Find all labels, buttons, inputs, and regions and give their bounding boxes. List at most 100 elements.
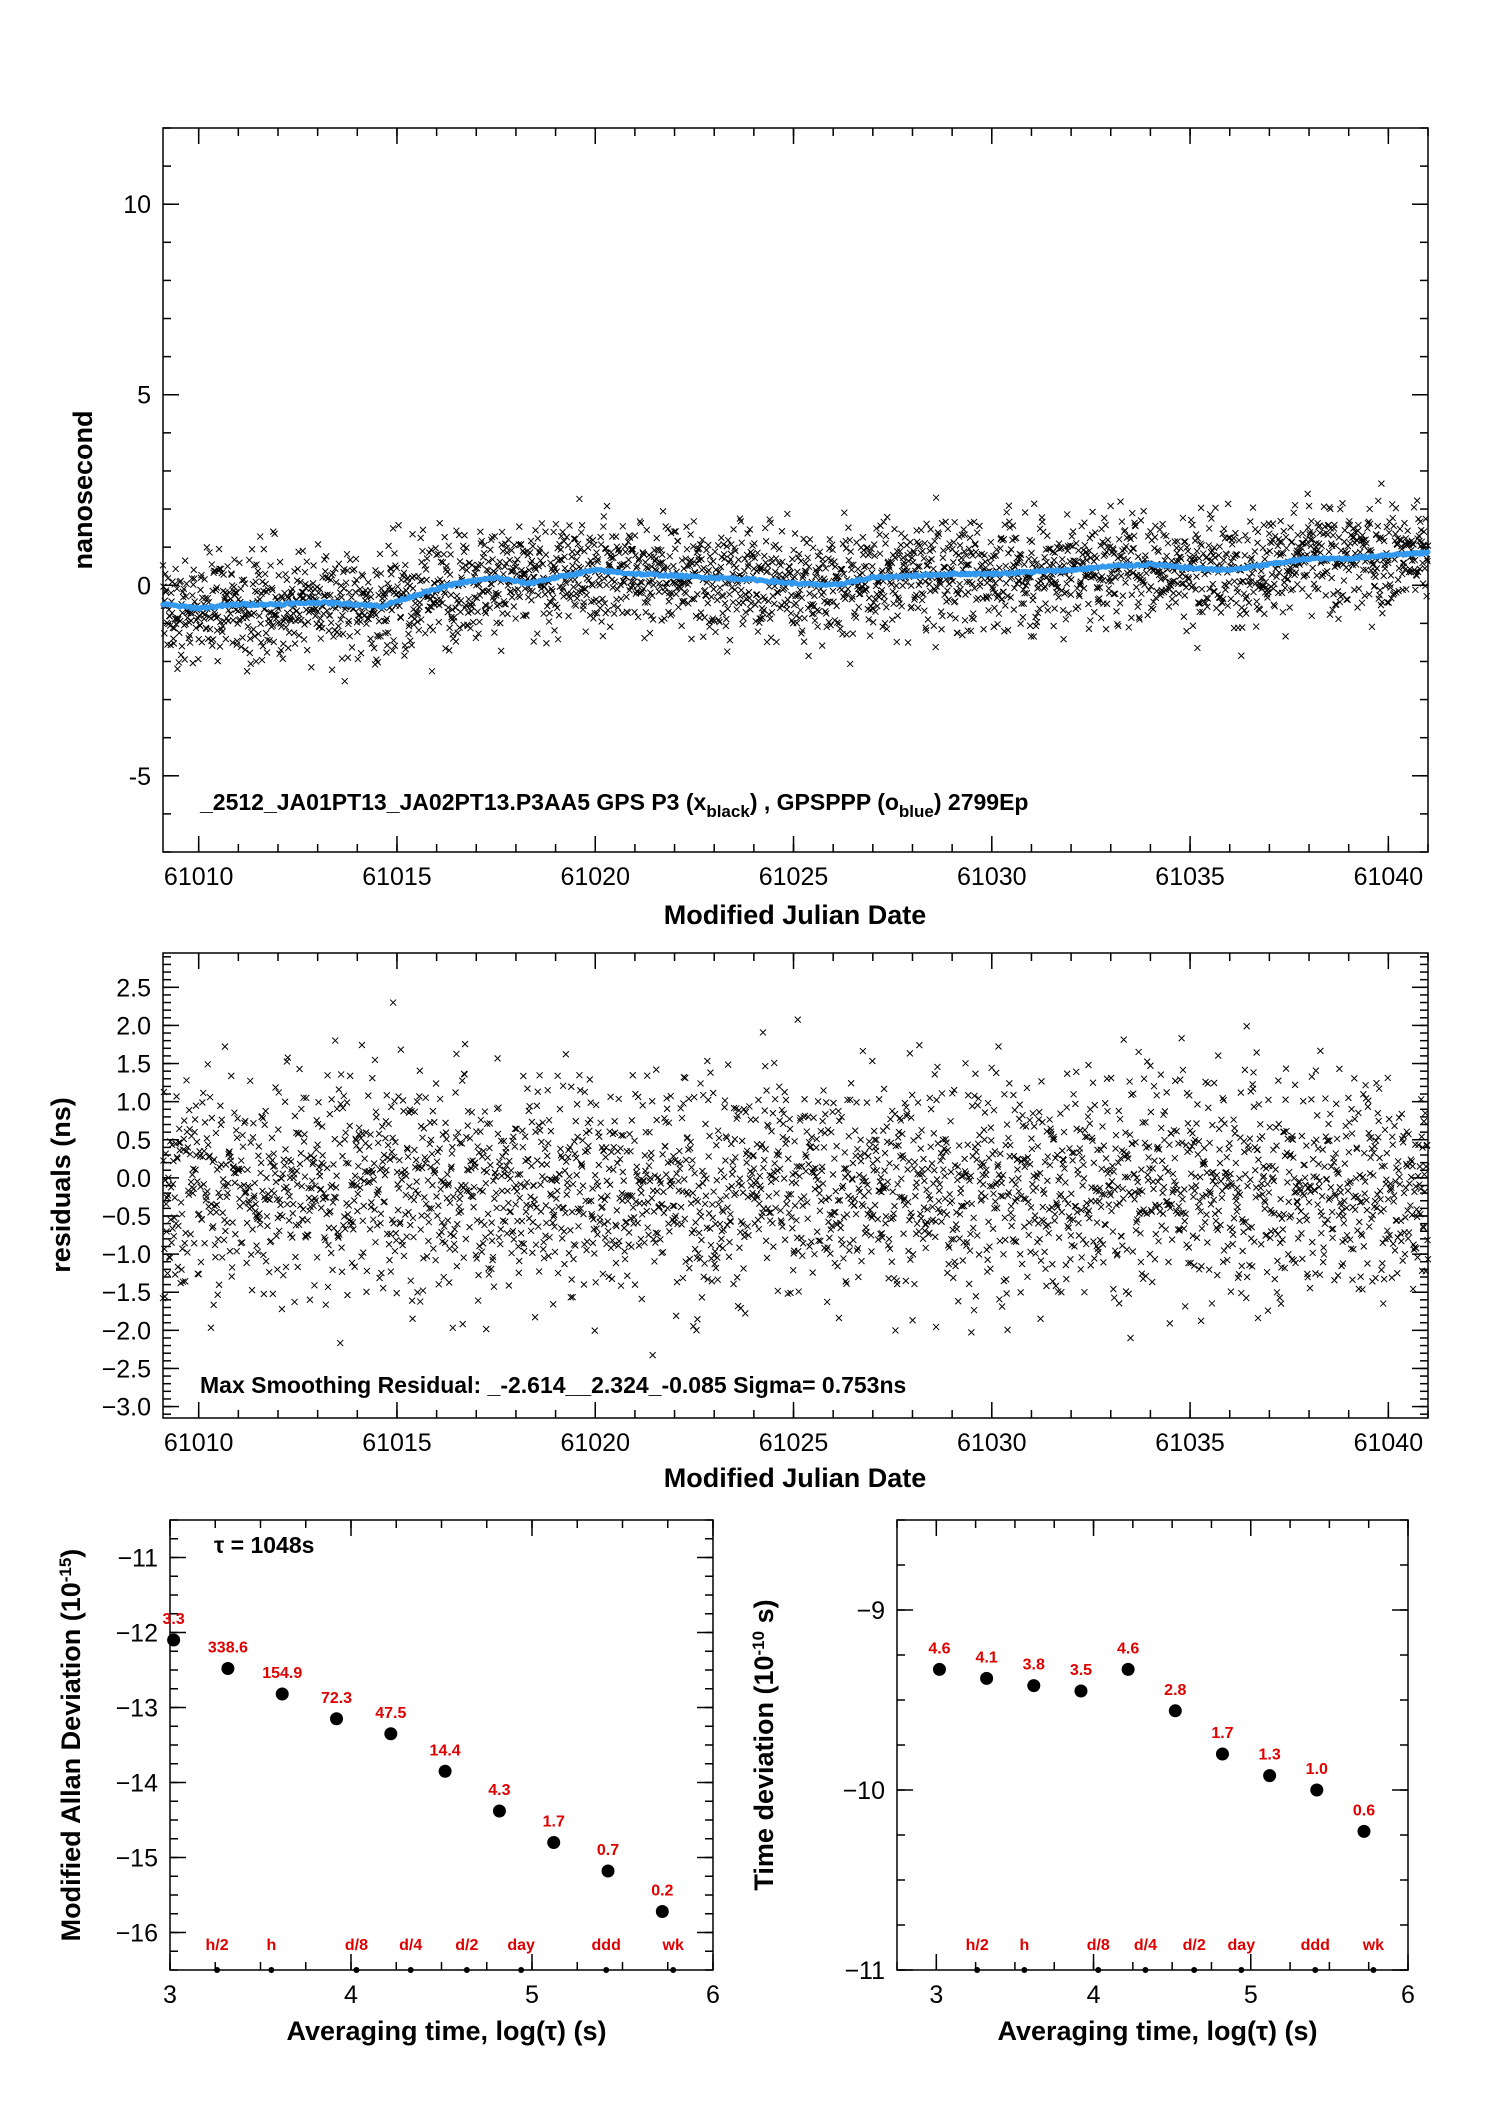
top-black-x-point: [1024, 579, 1031, 586]
top-black-x-point: [275, 571, 283, 579]
middle-residual-x-point: [363, 1267, 371, 1275]
middle-residual-x-point: [491, 1195, 498, 1203]
top-black-x-point: [1308, 612, 1316, 620]
middle-residual-x-point: [299, 1205, 307, 1213]
top-black-x-point: [354, 628, 361, 636]
middle-residual-x-point: [461, 1040, 469, 1048]
top-black-x-point: [1424, 542, 1432, 549]
top-black-x-point: [340, 585, 348, 592]
middle-residual-x-point: [481, 1108, 489, 1115]
middle-residual-x-point: [204, 1060, 212, 1068]
middle-residual-x-point: [411, 1146, 418, 1154]
top-black-x-point: [682, 589, 690, 597]
top-black-x-point: [504, 610, 511, 618]
middle-residual-x-point: [254, 1248, 262, 1256]
top-black-x-point: [1365, 590, 1373, 598]
top-black-x-point: [1091, 529, 1099, 536]
top-black-x-point: [752, 617, 760, 625]
middle-residual-x-point: [420, 1124, 428, 1132]
middle-residual-x-point: [284, 1054, 292, 1061]
middle-residual-x-point: [470, 1183, 478, 1191]
top-black-x-point: [1198, 585, 1206, 593]
top-black-x-point: [737, 518, 745, 525]
top-black-x-point: [747, 599, 755, 607]
top-black-x-point: [485, 558, 492, 565]
top-black-x-point: [551, 565, 559, 572]
top-black-x-point: [190, 575, 198, 582]
top-black-x-point: [1165, 603, 1173, 610]
top-black-x-point: [570, 535, 578, 543]
middle-residual-x-point: [207, 1209, 214, 1216]
middle-residual-x-point: [234, 1115, 241, 1122]
top-black-x-point: [708, 581, 716, 588]
top-black-x-point: [866, 632, 874, 640]
top-black-x-point: [455, 531, 463, 539]
top-black-x-point: [566, 522, 573, 529]
top-black-x-point: [471, 593, 478, 601]
top-black-x-point: [1411, 586, 1419, 594]
top-black-x-point: [935, 530, 943, 538]
middle-residual-x-point: [293, 1167, 301, 1175]
top-black-x-point: [680, 565, 688, 572]
top-black-x-point: [778, 527, 786, 535]
middle-residual-x-point: [186, 1150, 194, 1158]
middle-residual-x-point: [317, 1185, 325, 1193]
top-black-x-point: [1198, 542, 1205, 549]
top-black-x-point: [591, 609, 599, 617]
middle-residual-x-point: [449, 1193, 457, 1201]
middle-residual-x-point: [221, 1043, 229, 1050]
top-black-x-point: [699, 633, 707, 641]
top-black-x-point: [827, 621, 835, 629]
middle-residual-x-point: [499, 1217, 507, 1224]
top-black-x-point: [751, 601, 759, 609]
top-black-x-point: [1137, 517, 1145, 524]
top-black-x-point: [844, 585, 852, 593]
middle-residual-x-point: [502, 1144, 510, 1152]
top-black-x-point: [435, 601, 443, 609]
top-black-x-point: [892, 590, 899, 597]
top-black-x-point: [1277, 517, 1284, 525]
top-black-x-point: [481, 607, 489, 615]
top-black-x-point: [1130, 532, 1138, 540]
middle-residual-x-point: [319, 1151, 326, 1159]
top-black-x-point: [606, 560, 614, 568]
top-black-x-point: [1404, 527, 1412, 535]
top-black-x-point: [1156, 568, 1163, 576]
top-black-x-point: [1030, 500, 1038, 508]
top-black-x-point: [1358, 599, 1366, 607]
top-black-x-point: [1239, 577, 1247, 585]
top-black-x-point: [945, 596, 953, 603]
top-black-x-point: [1137, 571, 1144, 579]
top-black-x-point: [723, 648, 731, 655]
top-black-x-point: [212, 586, 220, 594]
middle-residual-x-point: [211, 1202, 218, 1210]
top-black-x-point: [572, 602, 580, 609]
top-black-x-point: [383, 641, 391, 649]
top-black-x-point: [1085, 625, 1093, 633]
top-black-x-point: [498, 528, 506, 536]
top-black-x-point: [745, 560, 752, 568]
middle-residual-x-point: [345, 1202, 353, 1209]
top-black-x-point: [555, 611, 563, 619]
top-black-x-point: [1086, 534, 1094, 542]
top-black-x-point: [607, 548, 615, 556]
top-black-x-point: [335, 622, 342, 630]
middle-residual-x-point: [432, 1080, 440, 1087]
top-black-x-point: [637, 578, 644, 586]
top-black-x-point: [1125, 623, 1133, 631]
top-black-x-point: [784, 596, 792, 604]
middle-residual-x-point: [190, 1239, 198, 1247]
middle-residual-x-point: [224, 1189, 232, 1197]
top-black-x-point: [593, 609, 601, 617]
top-black-x-point: [1359, 566, 1367, 574]
top-black-x-point: [486, 546, 494, 554]
top-black-x-point: [1257, 575, 1265, 582]
top-black-x-point: [189, 592, 196, 599]
top-black-x-point: [1336, 598, 1344, 606]
top-black-x-point: [595, 573, 603, 581]
top-black-x-point: [282, 570, 289, 578]
top-black-x-point: [1037, 577, 1045, 585]
top-black-x-point: [285, 595, 293, 602]
top-black-x-point: [758, 564, 765, 572]
top-black-x-point: [393, 564, 401, 572]
